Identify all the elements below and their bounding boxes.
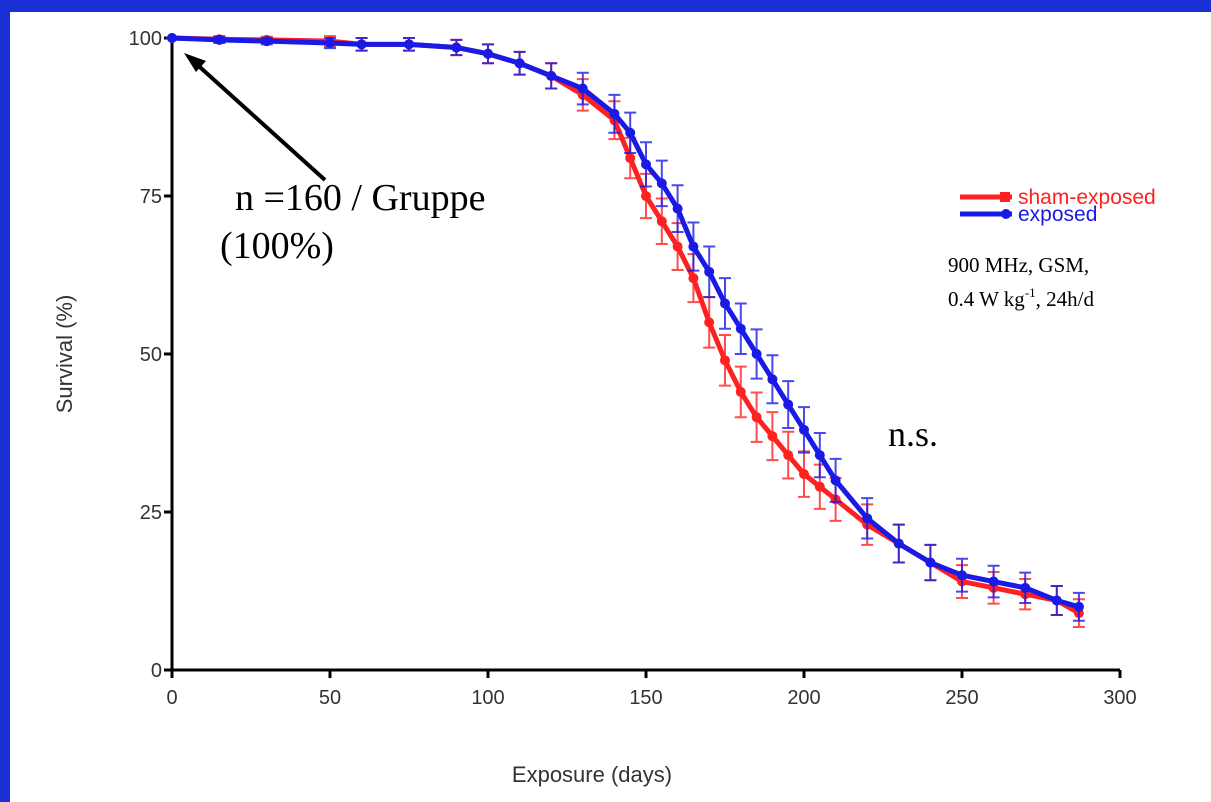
point	[957, 570, 967, 581]
point	[656, 216, 667, 227]
annotation-part: , 24h/d	[1036, 287, 1095, 311]
y-tick-label: 75	[140, 186, 162, 208]
point	[356, 39, 367, 50]
point	[167, 33, 177, 43]
point	[404, 39, 414, 50]
point	[641, 191, 651, 201]
point	[893, 538, 904, 549]
annotation: n =160 / Gruppe	[235, 177, 485, 219]
point	[767, 431, 778, 442]
point	[925, 557, 936, 568]
series-line	[171, 35, 1080, 610]
point	[641, 159, 651, 170]
slide-panel	[10, 12, 1211, 802]
point	[625, 127, 636, 138]
point	[767, 374, 778, 385]
point	[214, 34, 225, 45]
legend-label: sham-exposed	[1018, 186, 1156, 209]
point	[799, 424, 809, 435]
point	[783, 450, 794, 461]
y-tick-label: 0	[151, 660, 162, 682]
point	[704, 266, 715, 277]
series	[166, 33, 1085, 622]
point	[514, 58, 525, 69]
point	[656, 178, 667, 189]
y-tick-label: 50	[140, 344, 162, 366]
x-tick-label: 200	[787, 687, 820, 709]
legend-marker	[1000, 192, 1010, 202]
annotation: (100%)	[220, 225, 334, 267]
point	[1020, 582, 1031, 593]
annotation: n.s.	[888, 414, 938, 454]
point	[688, 241, 699, 252]
x-axis-title: Exposure (days)	[512, 762, 672, 787]
point	[814, 450, 825, 461]
point	[751, 349, 762, 359]
point	[704, 317, 715, 328]
x-tick-label: 0	[166, 687, 177, 709]
y-axis-title: Survival (%)	[52, 295, 77, 414]
point	[546, 70, 557, 81]
point	[672, 203, 683, 214]
annotation-part: 0.4 W kg	[948, 287, 1025, 311]
point	[625, 153, 636, 164]
point	[1073, 601, 1084, 612]
y-tick-label: 100	[129, 28, 162, 50]
point	[735, 323, 746, 334]
x-tick-label: 150	[629, 687, 662, 709]
annotation-sup: -1	[1025, 285, 1036, 300]
point	[862, 513, 873, 524]
legend-label: exposed	[1018, 203, 1097, 226]
point	[451, 42, 462, 53]
point	[720, 355, 730, 366]
point	[609, 108, 620, 119]
point	[577, 83, 588, 94]
x-tick-label: 100	[471, 687, 504, 709]
legend-marker	[1001, 209, 1011, 219]
annotation: 0.4 W kg-1, 24h/d	[948, 285, 1094, 311]
point	[261, 36, 272, 47]
point	[483, 48, 493, 59]
x-tick-label: 300	[1103, 687, 1136, 709]
x-tick-label: 50	[319, 687, 341, 709]
point	[830, 475, 841, 486]
point	[325, 38, 335, 49]
annotation: 900 MHz, GSM,	[948, 253, 1089, 277]
annotation-arrow	[190, 58, 327, 182]
y-tick-label: 25	[140, 502, 162, 524]
point	[1051, 595, 1062, 606]
point	[783, 399, 794, 410]
point	[814, 481, 825, 492]
x-tick-label: 250	[945, 687, 978, 709]
arrow-head	[184, 53, 206, 72]
point	[672, 241, 683, 252]
point	[735, 386, 746, 397]
point	[688, 273, 699, 284]
point	[751, 412, 762, 423]
point	[799, 469, 809, 480]
point	[988, 576, 999, 587]
point	[720, 298, 730, 309]
